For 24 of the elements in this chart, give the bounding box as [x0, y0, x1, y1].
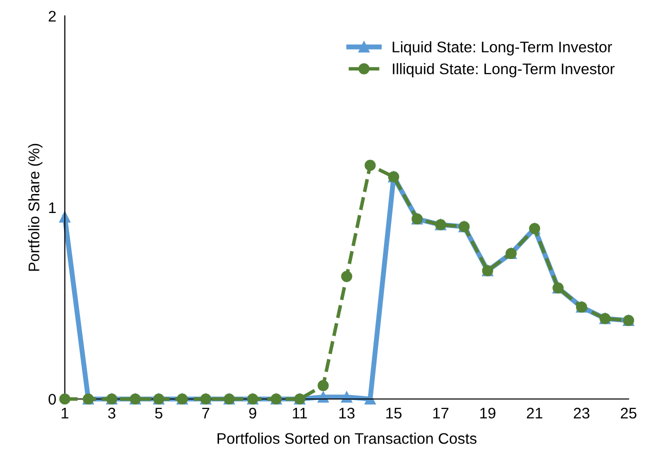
y-axis-title: Portfolio Share (%): [28, 144, 42, 271]
x-tick-label: 11: [292, 408, 307, 418]
x-tick-label: 19: [480, 408, 496, 419]
point: [318, 380, 329, 392]
x-tick-label: 15: [386, 408, 402, 419]
point: [59, 393, 70, 405]
legend-label: Illiquid State: Long-Term Investor: [392, 63, 615, 78]
x-axis-title: Portfolios Sorted on Transaction Costs: [218, 432, 476, 444]
x-tick-label: 5: [155, 408, 162, 419]
x-tick-label: 3: [108, 408, 116, 419]
point: [341, 270, 352, 282]
x-tick-label: 1: [62, 408, 68, 418]
x-tick-label: 23: [574, 408, 590, 419]
y-tick-label: 2: [48, 10, 56, 22]
x-tick-label: 17: [433, 408, 448, 418]
y-tick-label: 1: [49, 202, 56, 214]
x-tick-label: 13: [339, 408, 355, 419]
x-tick-label: 21: [526, 408, 542, 418]
point: [364, 160, 376, 171]
y-tick-label: 0: [48, 394, 56, 405]
x-tick-label: 7: [202, 408, 210, 418]
x-tick-label: 25: [620, 408, 636, 419]
x-tick-label: 9: [249, 408, 256, 419]
legend-label: Liquid State: Long-Term Investor: [392, 41, 612, 56]
